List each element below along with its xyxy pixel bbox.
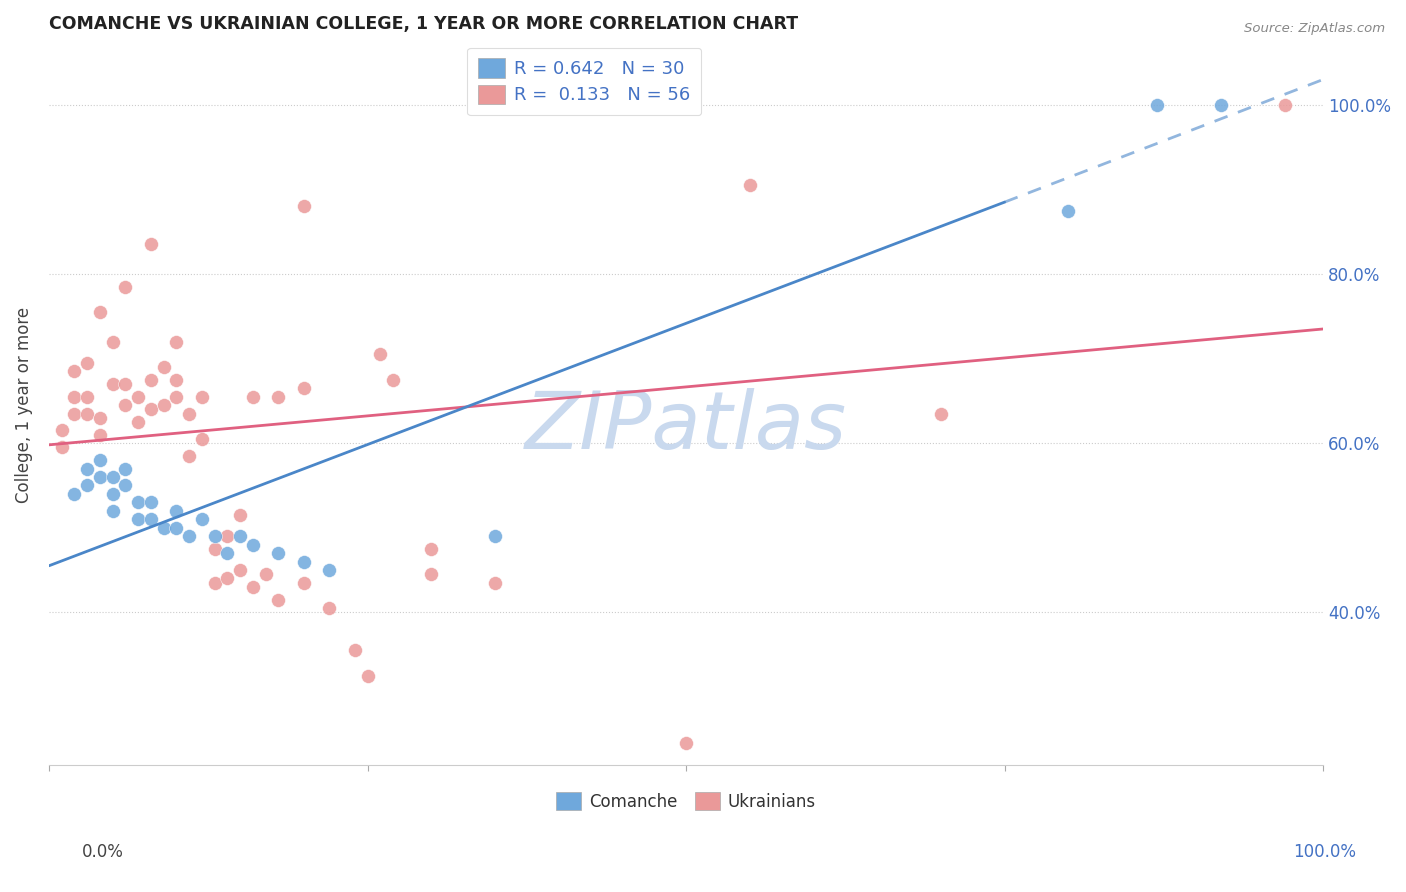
Point <box>152 521 174 535</box>
Point <box>127 390 149 404</box>
Point <box>267 390 290 404</box>
Point <box>139 402 162 417</box>
Point <box>139 512 162 526</box>
Point <box>204 529 226 543</box>
Point <box>179 449 201 463</box>
Point <box>179 407 201 421</box>
Text: ZIPatlas: ZIPatlas <box>524 388 848 466</box>
Text: COMANCHE VS UKRAINIAN COLLEGE, 1 YEAR OR MORE CORRELATION CHART: COMANCHE VS UKRAINIAN COLLEGE, 1 YEAR OR… <box>49 15 799 33</box>
Point <box>738 178 761 193</box>
Point <box>217 571 239 585</box>
Point <box>292 555 315 569</box>
Point <box>254 567 277 582</box>
Point <box>76 478 98 492</box>
Point <box>101 487 124 501</box>
Point <box>229 563 252 577</box>
Point <box>242 390 264 404</box>
Point <box>179 529 201 543</box>
Point <box>127 495 149 509</box>
Point <box>484 575 506 590</box>
Point <box>89 470 111 484</box>
Point <box>191 432 214 446</box>
Point <box>89 427 111 442</box>
Point <box>127 415 149 429</box>
Point <box>101 504 124 518</box>
Point <box>191 390 214 404</box>
Point <box>127 512 149 526</box>
Point <box>1274 98 1296 112</box>
Point <box>292 575 315 590</box>
Point <box>1146 98 1168 112</box>
Point <box>165 373 187 387</box>
Point <box>267 546 290 560</box>
Point <box>356 669 378 683</box>
Point <box>76 390 98 404</box>
Point <box>114 398 136 412</box>
Point <box>229 529 252 543</box>
Point <box>101 376 124 391</box>
Point <box>217 546 239 560</box>
Point <box>101 470 124 484</box>
Point <box>292 199 315 213</box>
Point <box>1211 98 1233 112</box>
Point <box>165 334 187 349</box>
Text: Source: ZipAtlas.com: Source: ZipAtlas.com <box>1244 22 1385 36</box>
Point <box>420 541 443 556</box>
Y-axis label: College, 1 year or more: College, 1 year or more <box>15 307 32 503</box>
Point <box>63 364 86 378</box>
Point <box>152 398 174 412</box>
Legend: Comanche, Ukrainians: Comanche, Ukrainians <box>550 786 823 817</box>
Point <box>292 381 315 395</box>
Point <box>139 373 162 387</box>
Point <box>63 407 86 421</box>
Text: 100.0%: 100.0% <box>1294 843 1355 861</box>
Point <box>76 461 98 475</box>
Point <box>343 643 366 657</box>
Point <box>51 441 73 455</box>
Point <box>368 347 391 361</box>
Point <box>242 580 264 594</box>
Point <box>191 512 214 526</box>
Point <box>420 567 443 582</box>
Point <box>204 575 226 590</box>
Point <box>204 541 226 556</box>
Point <box>165 521 187 535</box>
Point <box>76 407 98 421</box>
Point <box>217 529 239 543</box>
Point <box>229 508 252 522</box>
Point <box>929 407 952 421</box>
Point <box>114 279 136 293</box>
Point <box>165 390 187 404</box>
Point <box>267 592 290 607</box>
Point <box>318 601 340 615</box>
Point <box>63 390 86 404</box>
Point <box>114 376 136 391</box>
Point <box>318 563 340 577</box>
Point <box>89 305 111 319</box>
Point <box>382 373 405 387</box>
Point <box>1057 203 1080 218</box>
Point <box>114 461 136 475</box>
Point <box>242 538 264 552</box>
Point <box>51 424 73 438</box>
Point <box>89 410 111 425</box>
Point <box>139 495 162 509</box>
Point <box>675 736 697 750</box>
Point <box>76 356 98 370</box>
Point <box>484 529 506 543</box>
Point <box>101 334 124 349</box>
Point <box>139 237 162 252</box>
Point <box>152 359 174 374</box>
Point <box>63 487 86 501</box>
Text: 0.0%: 0.0% <box>82 843 124 861</box>
Point <box>89 453 111 467</box>
Point <box>165 504 187 518</box>
Point <box>114 478 136 492</box>
